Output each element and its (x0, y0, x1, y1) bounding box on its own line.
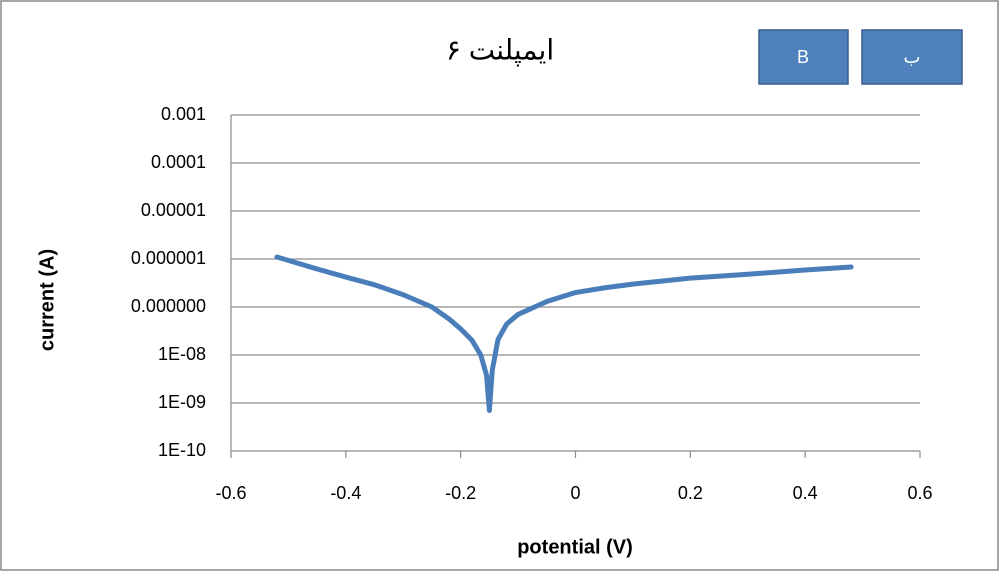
x-axis-label: potential (V) (517, 536, 633, 558)
y-tick-label: 0.0001 (151, 152, 206, 172)
button[interactable]: ب (861, 29, 963, 85)
y-tick-label: 0.000000 (131, 296, 206, 316)
button[interactable]: B (758, 29, 849, 85)
y-axis-label: current (A) (36, 249, 58, 351)
x-tick-label: 0.2 (678, 483, 703, 503)
button-label[interactable]: B (797, 47, 809, 67)
chart-title: ایمپلنت ۶ (446, 34, 554, 66)
x-tick-label: -0.2 (445, 483, 476, 503)
button-label[interactable]: ب (904, 47, 921, 67)
data-line (274, 254, 854, 413)
y-tick-label: 0.000001 (131, 248, 206, 268)
x-tick-label: -0.6 (215, 483, 246, 503)
y-tick-label: 1E-09 (158, 392, 206, 412)
y-tick-label: 0.00001 (141, 200, 206, 220)
y-tick-label: 1E-08 (158, 344, 206, 364)
x-tick-label: 0 (570, 483, 580, 503)
button-box[interactable] (861, 29, 963, 85)
y-tick-label: 0.001 (161, 104, 206, 124)
y-tick-label: 1E-10 (158, 440, 206, 460)
x-tick-label: -0.4 (330, 483, 361, 503)
x-tick-label: 0.6 (907, 483, 932, 503)
button-box[interactable] (758, 29, 849, 85)
x-tick-label: 0.4 (793, 483, 818, 503)
